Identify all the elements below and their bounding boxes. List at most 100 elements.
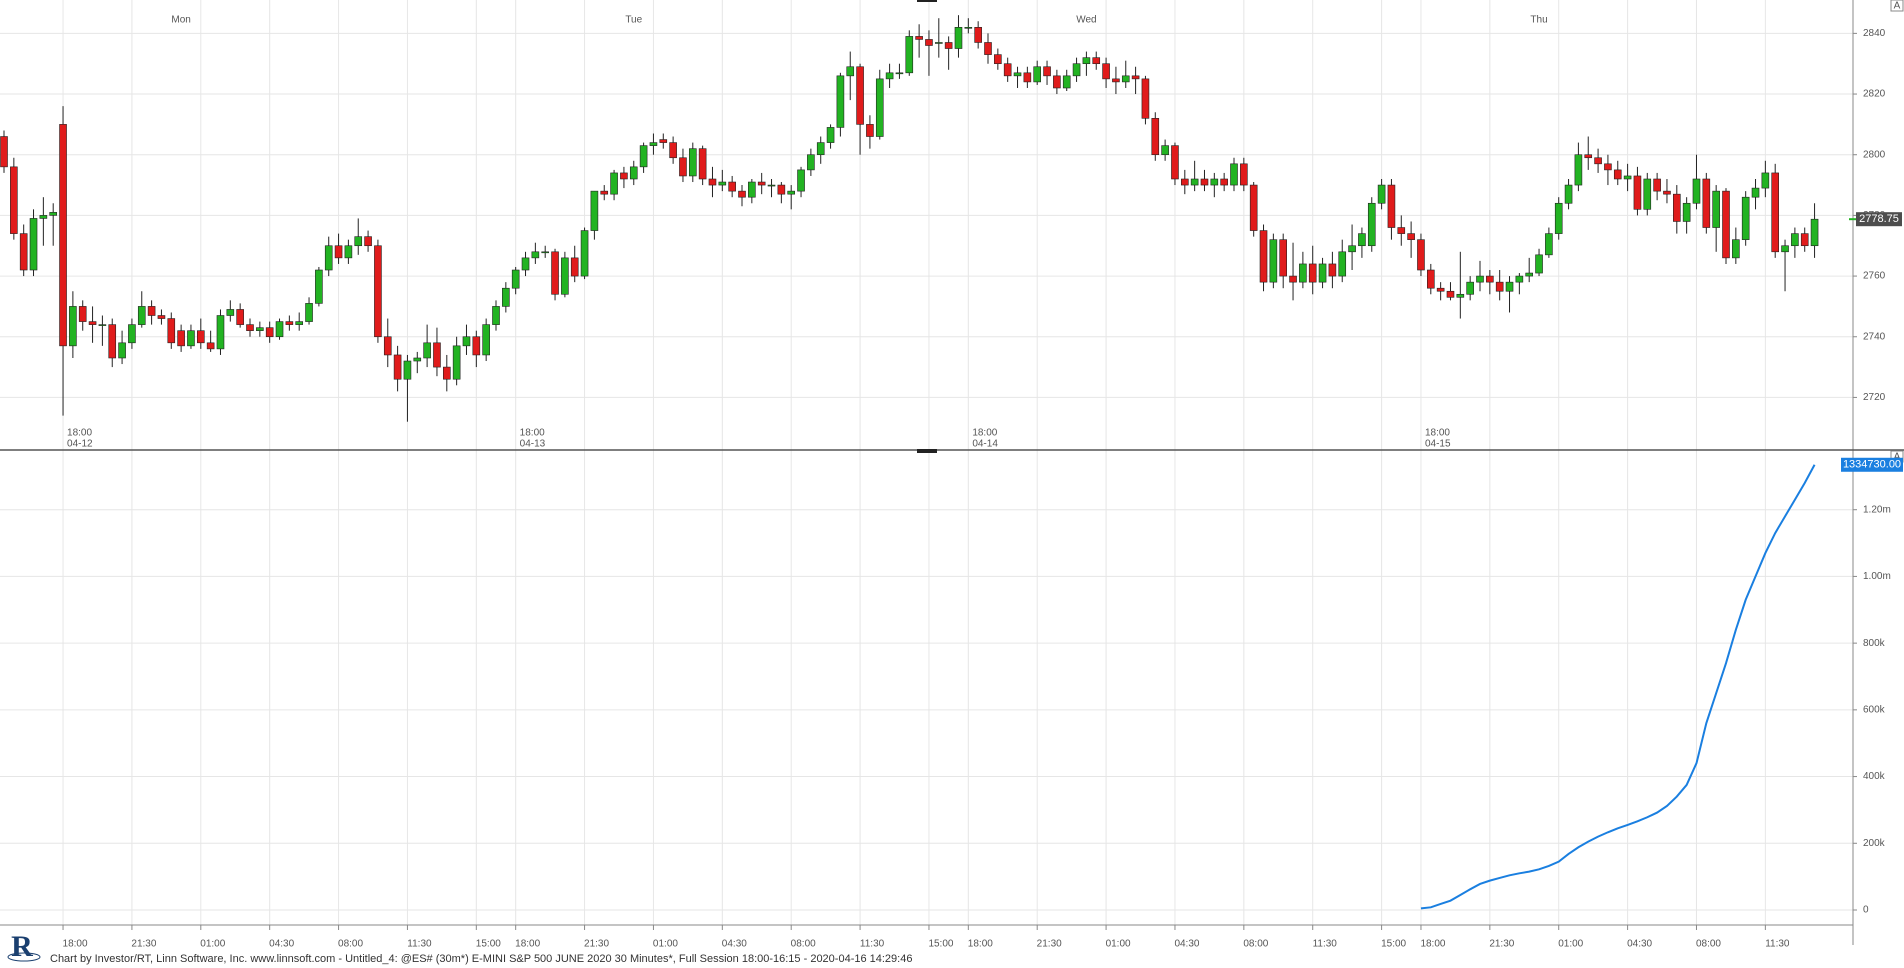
candle-body	[748, 181, 756, 198]
candle-body	[1318, 263, 1327, 283]
candle-body	[1673, 193, 1681, 222]
time-tick-label: 04:30	[722, 939, 747, 950]
candle-body	[757, 181, 766, 186]
candle-body	[502, 287, 510, 307]
candle-body	[807, 154, 815, 171]
candle-body	[1397, 227, 1406, 234]
candle-body	[1643, 178, 1652, 210]
candle-body	[452, 345, 461, 380]
candle-body	[1043, 66, 1051, 77]
candle-body	[88, 321, 97, 325]
time-tick-label: 15:00	[476, 939, 501, 950]
candle-body	[216, 315, 225, 350]
candle-body	[246, 324, 254, 331]
candle-body	[206, 342, 215, 350]
candle-body	[29, 218, 38, 271]
splitter-handle[interactable]	[917, 449, 937, 453]
candle-body	[1751, 187, 1760, 198]
candle-body	[462, 336, 471, 347]
candle-body	[1151, 118, 1160, 156]
candle-body	[1564, 184, 1573, 204]
candle-body	[1033, 66, 1041, 83]
candle-body	[1249, 184, 1258, 231]
candle-body	[1712, 190, 1720, 228]
last-value-box	[1841, 457, 1903, 472]
candle-body	[1663, 190, 1671, 195]
candle-body	[895, 72, 904, 75]
candle-body	[69, 306, 77, 347]
candle-body	[816, 142, 825, 156]
candle-body	[1702, 178, 1711, 228]
candle-body	[620, 172, 628, 180]
candle-body	[826, 127, 835, 143]
date-time-label: 18:00	[67, 428, 92, 439]
day-label: Mon	[171, 15, 190, 26]
candle-body	[1387, 184, 1396, 228]
panel-button[interactable]	[1890, 0, 1904, 12]
candle-body	[49, 212, 58, 216]
candle-body	[1171, 145, 1179, 180]
candle-body	[1456, 293, 1465, 298]
time-tick-label: 01:00	[1106, 939, 1131, 950]
time-tick-label: 08:00	[1243, 939, 1268, 950]
candle-body	[1407, 233, 1415, 240]
candle-body	[1781, 245, 1789, 253]
candle-body	[423, 342, 431, 359]
y-tick-label: 400k	[1863, 771, 1886, 782]
candle-body	[295, 321, 304, 325]
candle-body	[1495, 281, 1504, 292]
candle-body	[531, 251, 540, 259]
candle-body	[885, 72, 894, 80]
candle-body	[413, 357, 422, 362]
candle-body	[1800, 233, 1809, 247]
candle-body	[1328, 263, 1337, 277]
candle-body	[1771, 172, 1779, 253]
time-tick-label: 04:30	[269, 939, 294, 950]
cumulative-volume-line	[1420, 464, 1816, 910]
footer-text: Chart by Investor/RT, Linn Software, Inc…	[50, 953, 912, 965]
time-tick-label: 18:00	[63, 939, 88, 950]
candle-body	[0, 136, 8, 168]
candle-body	[1141, 78, 1150, 119]
time-tick-label: 01:00	[200, 939, 225, 950]
candle-body	[1515, 275, 1524, 283]
candle-body	[1722, 190, 1730, 259]
candle-body	[551, 251, 559, 295]
candle-body	[915, 36, 923, 40]
candle-body	[669, 142, 677, 159]
candle-body	[511, 269, 520, 289]
candle-body	[1279, 239, 1287, 277]
candle-body	[629, 166, 638, 180]
candle-body	[433, 342, 441, 368]
candle-body	[1594, 157, 1602, 165]
time-tick-label: 11:30	[1313, 939, 1338, 950]
candle-body	[1161, 145, 1169, 156]
candle-body	[157, 315, 166, 319]
candle-body	[580, 230, 589, 277]
panel-button-label[interactable]: A	[1894, 1, 1901, 12]
date-time-label: 18:00	[520, 428, 545, 439]
y-tick-label: 2720	[1863, 392, 1886, 403]
candle-body	[698, 148, 707, 180]
candle-body	[334, 245, 343, 259]
candle-body	[994, 54, 1002, 65]
panel-button-label[interactable]: A	[1894, 452, 1901, 463]
candle-body	[1053, 75, 1061, 89]
splitter-handle[interactable]	[917, 0, 937, 2]
candle-body	[1574, 154, 1583, 186]
candle-body	[1062, 75, 1071, 89]
candle-body	[964, 27, 973, 29]
grid-layer	[0, 0, 1853, 925]
candle-body	[1102, 63, 1110, 80]
candle-body	[354, 236, 363, 247]
candle-body	[10, 166, 18, 234]
candle-body	[1112, 78, 1120, 83]
time-tick-label: 08:00	[1696, 939, 1721, 950]
candle-body	[1653, 178, 1661, 192]
candle-body	[492, 306, 500, 325]
time-tick-label: 11:30	[1765, 939, 1790, 950]
candle-body	[39, 215, 48, 219]
candle-body	[108, 324, 117, 359]
